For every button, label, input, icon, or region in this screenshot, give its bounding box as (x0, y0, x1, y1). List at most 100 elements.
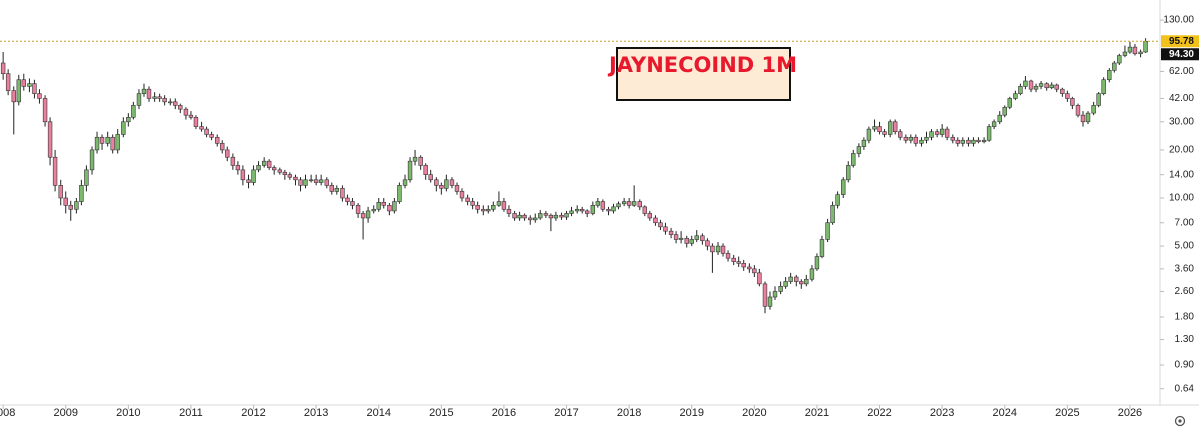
candle-body (1033, 86, 1039, 90)
candle-body (11, 90, 16, 103)
candle-body (340, 188, 345, 199)
candle-body (146, 88, 152, 99)
candle-body (1065, 93, 1070, 99)
candle-body (1023, 80, 1028, 87)
candle-body (767, 296, 773, 307)
candle-body (387, 205, 392, 212)
candle-body (1096, 93, 1101, 106)
candle-body (579, 208, 585, 212)
y-tick-label: 1.80 (1175, 312, 1195, 323)
candle-body (950, 136, 955, 141)
candle-body (141, 88, 147, 94)
candle-body (762, 283, 768, 307)
candle-body (1132, 46, 1138, 55)
candle-body (606, 208, 611, 212)
candle-body (653, 217, 658, 224)
candle-body (846, 165, 851, 181)
x-tick-label: 2017 (554, 407, 578, 419)
candle-body (621, 201, 627, 205)
candle-body (188, 114, 194, 118)
x-tick-label: 2025 (1055, 407, 1079, 419)
x-tick-label: 2009 (53, 407, 77, 419)
candle-body (126, 117, 131, 123)
candle-body (856, 146, 862, 154)
candle-body (590, 205, 596, 214)
candle-body (506, 208, 512, 214)
candle-body (449, 179, 455, 186)
candle-body (486, 208, 491, 212)
candle-body (0, 62, 6, 75)
candle-body (220, 143, 225, 151)
candle-body (919, 139, 924, 144)
candle-body (819, 239, 825, 257)
candle-body (971, 139, 976, 144)
x-tick-label: 2026 (1118, 407, 1142, 419)
settings-icon[interactable] (1174, 415, 1186, 427)
candle-body (647, 213, 653, 219)
candle-body (913, 136, 919, 144)
candle-body (1138, 51, 1143, 55)
candle-body (725, 253, 731, 259)
candle-body (1002, 106, 1007, 116)
candle-body (1013, 93, 1018, 99)
candle-body (559, 214, 564, 218)
candle-body (678, 237, 684, 240)
settings-dot (1178, 419, 1182, 423)
candle-body (939, 128, 945, 135)
candle-body (710, 245, 715, 253)
candle-body (465, 197, 470, 202)
candle-body (423, 165, 428, 175)
x-tick-label: 2010 (116, 407, 140, 419)
y-tick-label: 7.00 (1175, 217, 1195, 228)
candle-body (168, 101, 173, 104)
candle-body (929, 131, 934, 138)
y-tick-label: 0.90 (1175, 360, 1195, 371)
candle-body (616, 203, 621, 208)
candle-body (37, 93, 42, 99)
y-tick-label: 1.30 (1175, 334, 1195, 345)
candle-body (574, 208, 580, 212)
candle-body (882, 131, 887, 135)
candle-body (631, 201, 637, 206)
x-tick-label: 2021 (805, 407, 829, 419)
price-label: 94.30 (1169, 49, 1194, 60)
candle-body (350, 201, 355, 206)
candle-body (892, 121, 898, 133)
y-tick-label: 14.00 (1169, 169, 1194, 180)
x-tick-label: 2014 (366, 407, 390, 419)
candles (0, 38, 1148, 314)
candle-body (600, 201, 606, 210)
candle-body (595, 201, 601, 206)
candle-body (783, 281, 788, 287)
candle-body (778, 286, 783, 292)
candle-body (673, 234, 679, 240)
candle-body (74, 201, 79, 210)
candle-body (407, 160, 413, 181)
candle-body (402, 179, 408, 186)
x-tick-label: 2022 (867, 407, 891, 419)
candle-body (318, 179, 324, 183)
candle-body (522, 214, 527, 219)
candle-body (183, 108, 189, 116)
candle-body (240, 169, 246, 181)
candle-body (877, 126, 882, 133)
x-tick-label: 2018 (617, 407, 641, 419)
candle-body (512, 213, 517, 219)
candle-body (1085, 112, 1091, 123)
candle-body (47, 121, 53, 158)
candle-body (887, 121, 893, 135)
candle-body (204, 128, 209, 135)
candle-body (58, 185, 63, 199)
candle-body (533, 217, 538, 221)
candle-body (752, 268, 757, 274)
candle-body (1075, 105, 1081, 116)
candle-body (173, 101, 178, 106)
candle-body (397, 185, 402, 202)
candle-body (27, 83, 32, 87)
candle-body (496, 201, 502, 206)
y-tick-label: 0.64 (1175, 383, 1195, 394)
x-tick-label: 2015 (429, 407, 453, 419)
candle-body (757, 272, 762, 285)
candle-body (747, 266, 752, 270)
